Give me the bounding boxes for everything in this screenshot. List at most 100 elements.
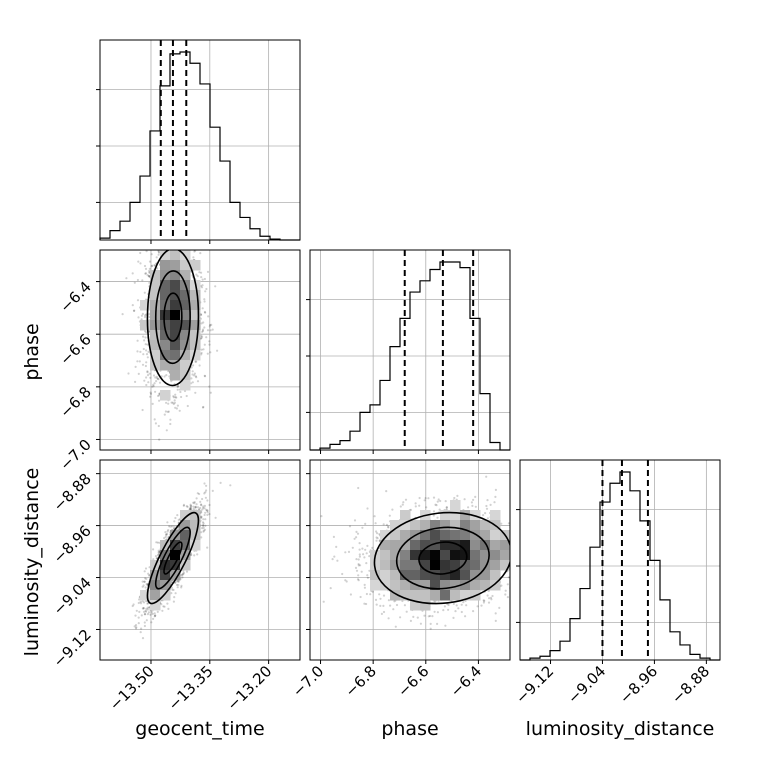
ticks-1-1 — [306, 299, 479, 454]
sample-point — [151, 246, 153, 248]
sample-point — [206, 329, 210, 332]
sample-point — [189, 507, 192, 510]
sample-point — [134, 614, 137, 617]
density-cell — [170, 360, 181, 371]
density-cell — [170, 300, 181, 311]
sample-point — [190, 366, 193, 369]
sample-point — [160, 375, 163, 378]
sample-point — [157, 424, 160, 428]
sample-point — [208, 503, 211, 507]
sample-point — [203, 513, 206, 517]
sample-point — [143, 264, 147, 268]
sample-point — [203, 326, 206, 329]
sample-point — [186, 505, 189, 508]
sample-point — [201, 329, 205, 332]
sample-point — [143, 330, 147, 333]
sample-point — [148, 372, 151, 375]
sample-point — [195, 273, 198, 276]
sample-point — [163, 375, 166, 378]
sample-point — [195, 360, 198, 363]
sample-point — [180, 395, 183, 399]
sample-point — [176, 228, 178, 230]
sample-point — [162, 605, 165, 608]
density-cell — [150, 290, 161, 301]
sample-point — [163, 537, 166, 540]
sample-point — [192, 505, 195, 508]
sample-point — [141, 363, 145, 366]
sample-point — [156, 610, 159, 614]
sample-point — [154, 376, 157, 379]
sample-point — [156, 377, 159, 380]
sample-point — [200, 335, 204, 338]
sample-point — [202, 530, 205, 533]
density-cell — [140, 300, 151, 311]
sample-point — [140, 314, 143, 317]
sample-point — [203, 504, 206, 507]
sample-point — [191, 373, 194, 376]
sample-point — [185, 570, 189, 573]
sample-point — [145, 600, 148, 603]
sample-point — [169, 418, 172, 421]
sample-point — [149, 391, 152, 394]
sample-point — [177, 580, 180, 583]
sample-point — [203, 375, 207, 378]
sample-point — [186, 245, 188, 247]
sample-point — [201, 497, 204, 501]
density-cell — [160, 390, 171, 401]
sample-point — [166, 410, 169, 413]
sample-point — [144, 267, 148, 270]
sample-point — [142, 347, 145, 351]
sample-point — [203, 310, 206, 314]
sample-point — [193, 501, 196, 504]
sample-point — [165, 534, 168, 537]
sample-point — [208, 343, 211, 346]
sample-point — [170, 580, 173, 583]
sample-point — [148, 281, 151, 284]
sample-point — [144, 609, 147, 612]
sample-point — [150, 253, 153, 256]
sample-point — [200, 348, 203, 351]
sample-point — [166, 199, 168, 201]
density-cell — [180, 340, 191, 351]
sample-point — [204, 524, 207, 527]
density-cell — [190, 290, 201, 301]
sample-point — [148, 274, 151, 278]
sample-point — [141, 279, 144, 282]
sample-point — [192, 501, 195, 504]
sample-point — [200, 334, 203, 337]
sample-point — [210, 323, 213, 326]
sample-point — [146, 583, 149, 586]
sample-point — [151, 264, 154, 267]
sample-point — [201, 307, 204, 310]
density-cell — [150, 270, 161, 281]
sample-point — [151, 612, 154, 616]
sample-point — [144, 316, 147, 319]
sample-point — [181, 573, 184, 576]
sample-point — [160, 603, 163, 606]
sample-point — [200, 351, 203, 355]
sample-point — [193, 372, 196, 375]
sample-point — [151, 402, 154, 405]
sample-point — [170, 525, 174, 528]
sample-point — [200, 516, 203, 520]
sample-point — [142, 335, 145, 338]
sample-point — [132, 603, 135, 606]
sample-point — [203, 300, 206, 303]
sample-point — [195, 497, 198, 500]
sample-point — [156, 230, 158, 232]
sample-point — [189, 504, 192, 507]
density-cell — [150, 570, 161, 581]
density-cell — [180, 330, 191, 341]
sample-point — [185, 505, 188, 508]
density-cell — [160, 570, 171, 581]
sample-point — [195, 503, 198, 506]
sample-point — [185, 394, 188, 398]
sample-point — [145, 583, 148, 586]
sample-point — [170, 380, 173, 383]
sample-point — [193, 554, 196, 557]
sample-point — [174, 406, 177, 409]
sample-point — [148, 267, 151, 270]
sample-point — [177, 583, 180, 587]
density-cell — [160, 250, 171, 261]
